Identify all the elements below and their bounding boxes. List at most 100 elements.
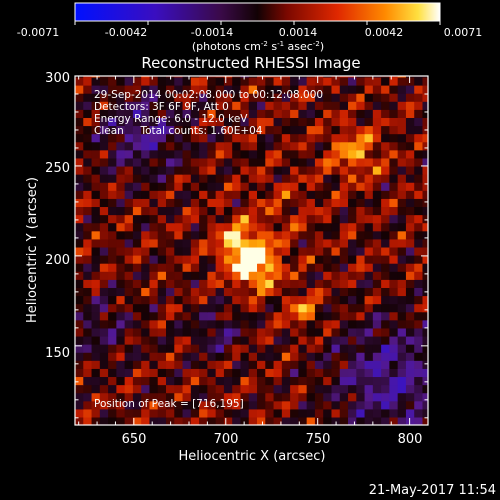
heatmap-cell: [132, 246, 142, 256]
heatmap-cell: [323, 230, 333, 240]
heatmap-cell: [99, 198, 109, 208]
heatmap-cell: [240, 368, 250, 378]
heatmap-cell: [372, 101, 382, 110]
heatmap-cell: [397, 125, 407, 135]
heatmap-cell: [199, 84, 208, 94]
heatmap-cell: [298, 408, 308, 418]
heatmap-cell: [389, 303, 399, 313]
heatmap-cell: [257, 344, 266, 353]
heatmap-cell: [314, 360, 324, 369]
heatmap-cell: [356, 352, 366, 361]
heatmap-cell: [257, 174, 266, 183]
heatmap-cell: [174, 255, 184, 264]
heatmap-cell: [75, 303, 84, 313]
heatmap-cell: [174, 246, 184, 256]
heatmap-cell: [190, 238, 200, 248]
heatmap-cell: [149, 392, 159, 402]
heatmap-cell: [265, 198, 275, 208]
heatmap-cell: [381, 416, 390, 425]
heatmap-cell: [240, 287, 250, 297]
heatmap-cell: [331, 255, 341, 264]
heatmap-cell: [314, 327, 324, 337]
heatmap-cell: [91, 182, 101, 191]
heatmap-cell: [314, 319, 324, 329]
heatmap-cell: [348, 222, 357, 232]
heatmap-cell: [257, 279, 266, 288]
heatmap-cell: [149, 319, 159, 329]
heatmap-cell: [422, 101, 428, 110]
heatmap-cell: [281, 157, 291, 167]
heatmap-cell: [157, 271, 167, 280]
heatmap-cell: [149, 198, 159, 208]
heatmap-cell: [83, 182, 93, 191]
heatmap-cell: [116, 271, 126, 280]
heatmap-cell: [364, 198, 374, 208]
heatmap-cell: [348, 174, 357, 183]
heatmap-cell: [75, 109, 84, 118]
heatmap-cell: [273, 311, 283, 321]
heatmap-cell: [141, 76, 151, 78]
heatmap-cell: [215, 376, 225, 386]
heatmap-cell: [389, 230, 399, 240]
heatmap-cell: [223, 255, 233, 264]
heatmap-cell: [257, 287, 266, 297]
heatmap-cell: [265, 174, 275, 183]
heatmap-cell: [132, 141, 142, 151]
heatmap-cell: [207, 319, 217, 329]
heatmap-cell: [99, 287, 109, 297]
heatmap-cell: [166, 190, 175, 199]
heatmap-cell: [124, 190, 134, 199]
heatmap-cell: [381, 368, 390, 378]
heatmap-cell: [356, 392, 366, 402]
heatmap-cell: [314, 255, 324, 264]
heatmap-cell: [348, 198, 357, 208]
heatmap-cell: [422, 376, 428, 386]
heatmap-cell: [132, 157, 142, 167]
heatmap-cell: [356, 238, 366, 248]
heatmap-cell: [174, 319, 184, 329]
heatmap-cell: [306, 230, 316, 240]
heatmap-cell: [257, 295, 266, 305]
heatmap-cell: [182, 400, 192, 410]
heatmap-cell: [298, 76, 308, 78]
heatmap-cell: [306, 76, 316, 86]
heatmap-cell: [232, 344, 242, 353]
heatmap-cell: [339, 295, 349, 305]
heatmap-cell: [273, 149, 283, 159]
heatmap-cell: [414, 303, 424, 313]
heatmap-cell: [132, 384, 142, 394]
heatmap-cell: [75, 93, 84, 102]
heatmap-cell: [124, 174, 134, 183]
heatmap-cell: [414, 376, 424, 386]
heatmap-cell: [265, 149, 275, 159]
heatmap-cell: [422, 295, 428, 305]
heatmap-cell: [215, 76, 225, 86]
heatmap-cell: [124, 133, 134, 143]
heatmap-cell: [75, 133, 84, 143]
heatmap-cell: [281, 368, 291, 378]
heatmap-cell: [75, 319, 84, 329]
heatmap-cell: [232, 360, 242, 369]
heatmap-cell: [124, 352, 134, 361]
heatmap-cell: [116, 76, 126, 86]
heatmap-cell: [323, 327, 333, 337]
x-axis-label: Heliocentric X (arcsec): [179, 449, 326, 464]
heatmap-cell: [339, 319, 349, 329]
heatmap-cell: [182, 238, 192, 248]
heatmap-cell: [414, 230, 424, 240]
heatmap-cell: [141, 279, 151, 288]
heatmap-cell: [298, 190, 308, 199]
heatmap-cell: [405, 141, 415, 151]
heatmap-cell: [298, 174, 308, 183]
heatmap-cell: [174, 190, 184, 199]
heatmap-cell: [124, 214, 134, 224]
heatmap-cell: [149, 165, 159, 175]
heatmap-cell: [240, 214, 250, 224]
heatmap-cell: [149, 174, 159, 183]
heatmap-cell: [364, 76, 374, 86]
heatmap-cell: [290, 149, 299, 159]
heatmap-cell: [323, 101, 333, 110]
heatmap-cell: [273, 125, 283, 135]
heatmap-cell: [190, 408, 200, 418]
heatmap-cell: [215, 174, 225, 183]
